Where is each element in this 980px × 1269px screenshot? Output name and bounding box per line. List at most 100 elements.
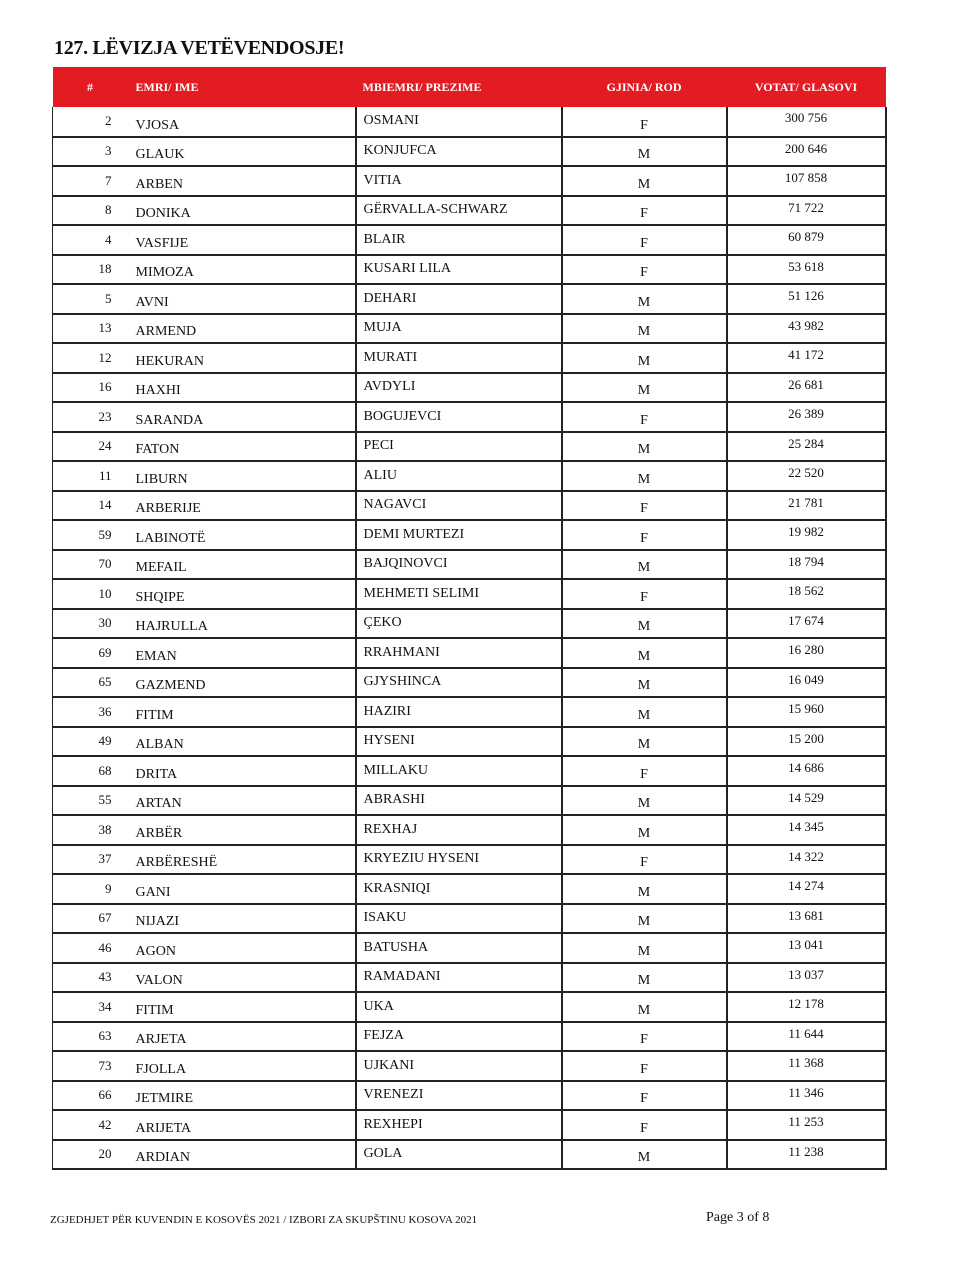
gender: F — [560, 520, 727, 551]
votes: 26 389 — [725, 402, 887, 433]
gender: M — [560, 608, 727, 639]
first-name: MIMOZA — [127, 254, 356, 285]
table-row: 10 SHQIPE MEHMETI SELIMI F 18 562 — [52, 579, 887, 610]
table-row: 43 VALON RAMADANI M 13 037 — [52, 962, 887, 993]
votes: 11 644 — [725, 1021, 887, 1052]
gender: M — [560, 933, 727, 964]
page-number: Page 3 of 8 — [706, 1210, 770, 1225]
first-name: GAZMEND — [127, 667, 356, 698]
candidate-number: 38 — [52, 815, 128, 846]
first-name: VJOSA — [127, 107, 356, 138]
votes: 14 322 — [725, 844, 887, 875]
first-name: FITIM — [127, 697, 356, 728]
table-row: 11 LIBURN ALIU M 22 520 — [52, 461, 887, 492]
first-name: ALBAN — [127, 726, 356, 757]
first-name: FATON — [127, 431, 356, 462]
candidate-number: 30 — [52, 608, 128, 639]
table-row: 55 ARTAN ABRASHI M 14 529 — [52, 785, 887, 816]
table-row: 3 GLAUK KONJUFCA M 200 646 — [52, 136, 887, 167]
first-name: FJOLLA — [127, 1051, 356, 1082]
first-name: DONIKA — [127, 195, 356, 226]
candidate-number: 43 — [52, 962, 128, 993]
last-name: RAMADANI — [354, 962, 562, 993]
votes: 13 041 — [725, 933, 887, 964]
gender: F — [560, 490, 727, 521]
last-name: NAGAVCI — [354, 490, 562, 521]
last-name: GJYSHINCA — [354, 667, 562, 698]
candidate-number: 12 — [52, 343, 128, 374]
candidate-number: 55 — [52, 785, 128, 816]
candidate-number: 11 — [52, 461, 128, 492]
last-name: BAJQINOVCI — [354, 549, 562, 580]
last-name: MILLAKU — [354, 756, 562, 787]
table-row: 42 ARIJETA REXHEPI F 11 253 — [52, 1110, 887, 1141]
gender: F — [560, 844, 727, 875]
votes: 300 756 — [725, 107, 887, 138]
candidate-number: 69 — [52, 638, 128, 669]
last-name: VRENEZI — [354, 1080, 562, 1111]
candidate-number: 20 — [52, 1139, 128, 1170]
last-name: KONJUFCA — [354, 136, 562, 167]
last-name: VITIA — [354, 166, 562, 197]
gender: M — [560, 638, 727, 669]
first-name: ARJETA — [127, 1021, 356, 1052]
table-row: 2 VJOSA OSMANI F 300 756 — [52, 107, 887, 138]
table-row: 73 FJOLLA UJKANI F 11 368 — [52, 1051, 887, 1082]
table-row: 70 MEFAIL BAJQINOVCI M 18 794 — [52, 549, 887, 580]
last-name: PECI — [354, 431, 562, 462]
votes: 25 284 — [725, 431, 887, 462]
candidate-number: 23 — [52, 402, 128, 433]
votes: 15 960 — [725, 697, 887, 728]
first-name: MEFAIL — [127, 549, 356, 580]
candidate-number: 5 — [52, 284, 128, 315]
votes: 13 681 — [725, 903, 887, 934]
gender: M — [560, 992, 727, 1023]
candidate-number: 68 — [52, 756, 128, 787]
first-name: NIJAZI — [127, 903, 356, 934]
votes: 18 794 — [725, 549, 887, 580]
candidate-number: 49 — [52, 726, 128, 757]
gender: F — [560, 402, 727, 433]
first-name: SHQIPE — [127, 579, 356, 610]
candidate-number: 73 — [52, 1051, 128, 1082]
votes: 14 686 — [725, 756, 887, 787]
table-row: 68 DRITA MILLAKU F 14 686 — [52, 756, 887, 787]
votes: 51 126 — [725, 284, 887, 315]
last-name: MEHMETI SELIMI — [354, 579, 562, 610]
candidate-number: 46 — [52, 933, 128, 964]
votes: 60 879 — [725, 225, 887, 256]
candidate-number: 16 — [52, 372, 128, 403]
first-name: HEKURAN — [127, 343, 356, 374]
gender: F — [560, 225, 727, 256]
candidate-number: 63 — [52, 1021, 128, 1052]
last-name: REXHEPI — [354, 1110, 562, 1141]
table-row: 34 FITIM UKA M 12 178 — [52, 992, 887, 1023]
table-row: 36 FITIM HAZIRI M 15 960 — [52, 697, 887, 728]
votes: 11 238 — [725, 1139, 887, 1170]
gender: M — [560, 136, 727, 167]
table-row: 23 SARANDA BOGUJEVCI F 26 389 — [52, 402, 887, 433]
votes: 53 618 — [725, 254, 887, 285]
candidate-number: 9 — [52, 874, 128, 905]
candidate-number: 37 — [52, 844, 128, 875]
last-name: AVDYLI — [354, 372, 562, 403]
last-name: BOGUJEVCI — [354, 402, 562, 433]
last-name: FEJZA — [354, 1021, 562, 1052]
last-name: ALIU — [354, 461, 562, 492]
last-name: GËRVALLA-SCHWARZ — [354, 195, 562, 226]
votes: 200 646 — [725, 136, 887, 167]
table-row: 14 ARBERIJE NAGAVCI F 21 781 — [52, 490, 887, 521]
first-name: AGON — [127, 933, 356, 964]
gender: F — [560, 1051, 727, 1082]
votes: 16 049 — [725, 667, 887, 698]
first-name: ARBERIJE — [127, 490, 356, 521]
candidate-number: 65 — [52, 667, 128, 698]
page-title: 127. LËVIZJA VETËVENDOSJE! — [54, 37, 345, 59]
first-name: VASFIJE — [127, 225, 356, 256]
votes: 12 178 — [725, 992, 887, 1023]
votes: 41 172 — [725, 343, 887, 374]
header-number: # — [52, 67, 128, 107]
first-name: HAXHI — [127, 372, 356, 403]
first-name: GANI — [127, 874, 356, 905]
gender: M — [560, 549, 727, 580]
